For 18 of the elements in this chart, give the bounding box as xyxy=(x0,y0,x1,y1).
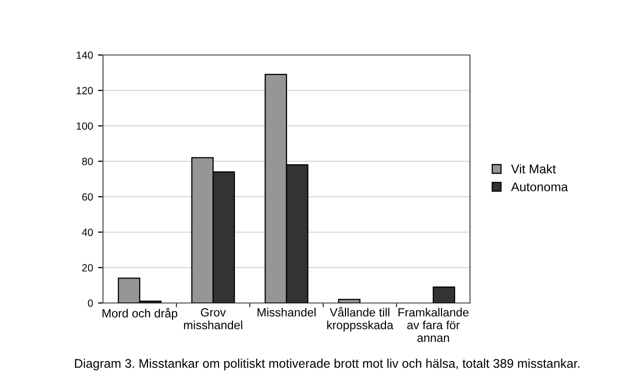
bar xyxy=(338,298,360,303)
x-tick-label: Framkallande av fara för annan xyxy=(398,308,469,342)
y-tick-label: 20 xyxy=(82,264,93,272)
text: Diagram 3. Misstankar om politiskt motiverade brott mot liv och hälsa, totalt 389 misstankar. xyxy=(75,358,580,370)
y-tick-label: 40 xyxy=(82,228,93,236)
x-tick-label: Grov misshandel xyxy=(184,308,242,330)
y-tick-label: 80 xyxy=(82,158,93,166)
y-tick-label: 0 xyxy=(88,300,93,307)
bar xyxy=(432,286,456,303)
x-tick-label: Misshandel xyxy=(258,308,316,317)
y-tick-label: 120 xyxy=(76,86,93,94)
y-tick-label: 140 xyxy=(76,52,93,59)
x-tick-label: Vållande till kroppsskada xyxy=(327,306,394,332)
legend-label: Vit Makt xyxy=(511,164,556,174)
y-tick-label: 60 xyxy=(82,193,93,201)
y-tick-label: 100 xyxy=(76,122,93,130)
legend-label: Autonoma xyxy=(511,182,568,192)
x-tick-label: Mord och dråp xyxy=(102,308,178,320)
